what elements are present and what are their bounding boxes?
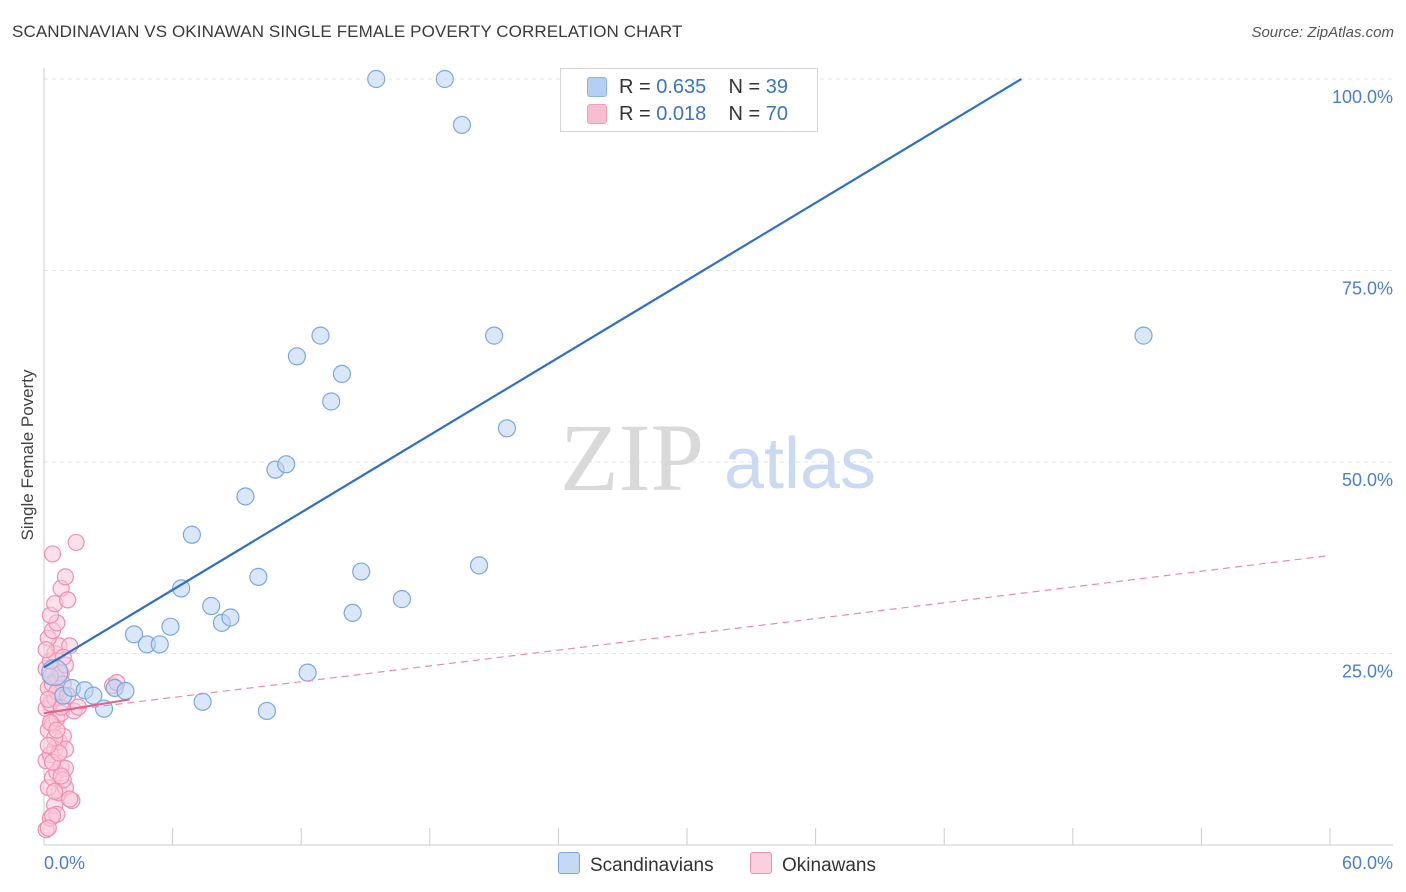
scandinavians-point bbox=[298, 663, 317, 682]
okinawans-point bbox=[67, 533, 85, 552]
scandinavians-trend-line bbox=[43, 78, 1022, 669]
okinawans-trend-solid bbox=[43, 698, 130, 715]
okinawans-trend-dashed bbox=[43, 554, 1331, 714]
scandinavians-point bbox=[497, 419, 517, 438]
source-label: Source: ZipAtlas.com bbox=[1251, 24, 1394, 41]
chart-title: SCANDINAVIAN VS OKINAWAN SINGLE FEMALE P… bbox=[12, 22, 683, 41]
scandinavians-point bbox=[84, 686, 103, 705]
trend-lines bbox=[43, 78, 1331, 715]
y-tick-labels: 25.0% 50.0% 75.0% 100.0% bbox=[1332, 87, 1393, 682]
legend-n-label: N = bbox=[728, 75, 766, 98]
okinawans-point bbox=[43, 545, 62, 563]
legend-swatch-scandinavians bbox=[587, 77, 607, 97]
legend-n-label: N = bbox=[728, 102, 766, 125]
legend-r-label: R = bbox=[619, 102, 657, 125]
legend-item-okinawans: Okinawans bbox=[750, 852, 876, 877]
series-scandinavians bbox=[41, 69, 1153, 721]
y-tick-label: 100.0% bbox=[1332, 87, 1393, 107]
legend-n-value-okinawans: 70 bbox=[765, 102, 789, 125]
legend-r-value-okinawans: 0.018 bbox=[656, 102, 707, 125]
x-tick-label-max: 60.0% bbox=[1342, 853, 1393, 873]
okinawans-point bbox=[39, 690, 57, 709]
scandinavians-point bbox=[485, 326, 504, 345]
watermark-zip: ZIP bbox=[560, 404, 704, 511]
scandinavians-point bbox=[352, 562, 371, 581]
legend-n-value-scandinavians: 39 bbox=[765, 75, 789, 98]
scandinavians-point bbox=[202, 596, 221, 616]
okinawans-point bbox=[61, 790, 79, 808]
okinawans-point bbox=[46, 782, 64, 800]
scandinavians-point bbox=[435, 69, 454, 89]
scandinavians-point bbox=[1134, 326, 1153, 345]
scandinavians-point bbox=[343, 603, 362, 623]
okinawans-point bbox=[58, 591, 77, 609]
scandinavians-point bbox=[236, 487, 255, 506]
scandinavians-point bbox=[452, 115, 472, 135]
y-axis-label: Single Female Poverty bbox=[18, 369, 37, 541]
scandinavians-point bbox=[161, 617, 180, 636]
y-tick-label: 50.0% bbox=[1342, 470, 1393, 490]
scandinavians-point bbox=[172, 579, 191, 598]
scandinavians-point bbox=[249, 567, 268, 587]
scandinavians-point bbox=[41, 659, 69, 687]
okinawans-point bbox=[52, 767, 70, 785]
okinawans-point bbox=[39, 819, 57, 837]
legend-swatch-scandinavians bbox=[558, 852, 580, 874]
grid-layer bbox=[44, 78, 1393, 654]
legend-label-okinawans: Okinawans bbox=[782, 855, 876, 876]
scandinavians-point bbox=[257, 701, 277, 721]
watermark: ZIP atlas bbox=[560, 404, 876, 511]
okinawans-point bbox=[37, 641, 55, 659]
scandinavians-point bbox=[277, 455, 296, 474]
scandinavians-point bbox=[469, 556, 489, 575]
scandinavians-point bbox=[287, 347, 307, 366]
scandinavians-point bbox=[332, 364, 352, 384]
x-tick-label-min: 0.0% bbox=[44, 853, 85, 873]
legend-swatch-okinawans bbox=[750, 852, 772, 874]
legend-r-label: R = bbox=[619, 75, 657, 98]
legend-r-value-scandinavians: 0.635 bbox=[656, 75, 707, 98]
watermark-atlas: atlas bbox=[724, 424, 876, 504]
scandinavians-point bbox=[322, 392, 341, 411]
legend-item-scandinavians: Scandinavians bbox=[558, 852, 714, 877]
scandinavians-point bbox=[182, 525, 201, 544]
scandinavians-point bbox=[367, 69, 386, 89]
y-tick-label: 75.0% bbox=[1342, 279, 1393, 299]
scandinavians-point bbox=[124, 625, 144, 644]
scandinavians-point bbox=[392, 590, 412, 609]
scandinavians-point bbox=[311, 326, 330, 345]
scandinavians-point bbox=[150, 635, 169, 654]
scandinavians-point bbox=[116, 681, 135, 701]
y-tick-label: 25.0% bbox=[1342, 662, 1393, 682]
legend-label-scandinavians: Scandinavians bbox=[590, 855, 714, 876]
scandinavians-point bbox=[221, 608, 240, 627]
okinawans-point bbox=[56, 568, 75, 586]
stats-legend: R = 0.635 N = 39 R = 0.018 N = 70 bbox=[560, 68, 818, 132]
okinawans-point bbox=[48, 721, 66, 739]
legend-swatch-okinawans bbox=[587, 104, 607, 124]
axes-layer bbox=[43, 68, 1393, 846]
scandinavians-point bbox=[193, 692, 212, 711]
okinawans-point bbox=[39, 736, 57, 755]
